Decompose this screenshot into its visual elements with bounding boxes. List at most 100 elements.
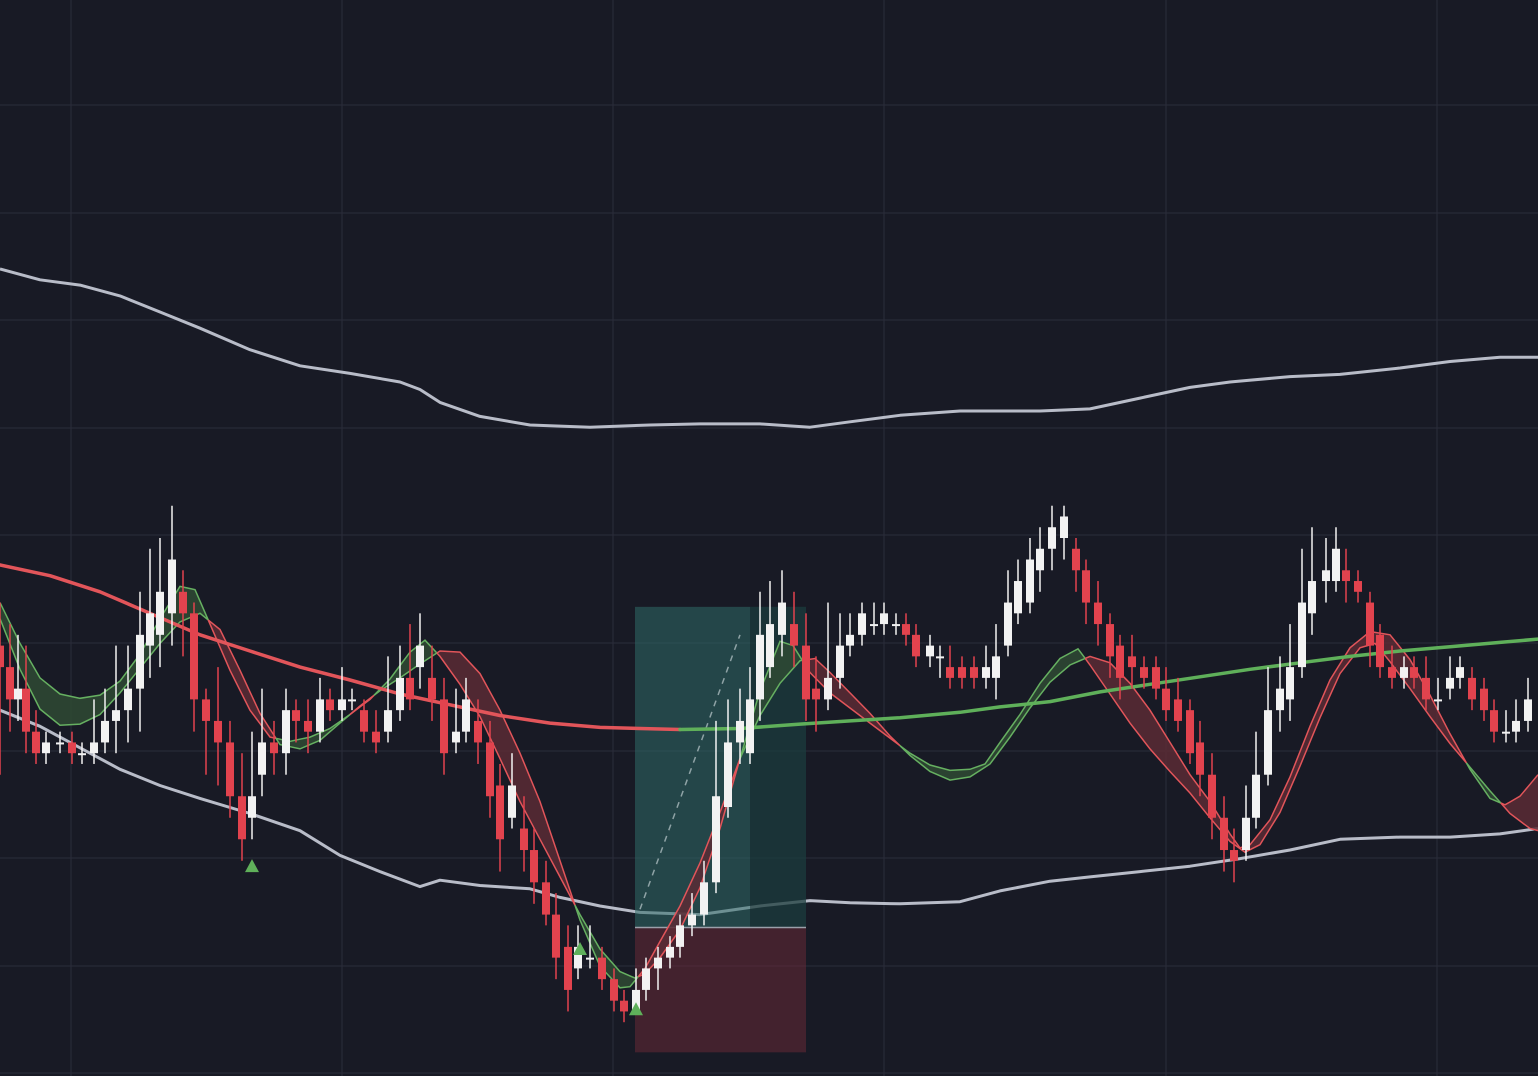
buy-signal-0	[245, 859, 259, 873]
candle-body	[766, 624, 774, 668]
candle-body	[1286, 667, 1294, 700]
candle-body	[124, 688, 132, 711]
candle-body	[1332, 548, 1340, 582]
candle-body	[724, 742, 732, 807]
candle-body	[1298, 602, 1306, 668]
candle-113	[1264, 667, 1272, 786]
candle-0	[0, 602, 4, 775]
candle-8	[78, 742, 86, 764]
candle-115	[1286, 624, 1294, 721]
candle-body	[452, 731, 460, 743]
candle-body	[982, 667, 990, 678]
candle-body	[736, 720, 744, 743]
candle-body	[1388, 667, 1396, 678]
ribbon-bull-segment-0	[0, 586, 209, 726]
candle-73	[812, 656, 820, 732]
candle-64	[712, 720, 720, 894]
ribbon-fast-edge-5	[436, 652, 576, 906]
candle-90	[1004, 570, 1012, 657]
candle-body	[812, 688, 820, 700]
candle-body	[880, 613, 888, 625]
candle-62	[688, 893, 696, 937]
candle-body	[78, 753, 86, 756]
candle-104	[1162, 667, 1170, 721]
candle-body	[870, 624, 878, 627]
candle-body	[1376, 634, 1384, 668]
candle-109	[1220, 796, 1228, 872]
candle-134	[1502, 710, 1510, 743]
ribbon-slow-edge-3	[349, 694, 375, 716]
ribbon-slow-edge-6	[574, 904, 639, 989]
candle-body	[338, 699, 346, 711]
candle-34	[372, 710, 380, 754]
candle-body	[1276, 688, 1284, 711]
candle-body	[1186, 710, 1194, 754]
candle-24	[258, 688, 266, 797]
ribbon-fast-edge-8	[739, 640, 803, 759]
candle-body	[1264, 710, 1272, 775]
candle-body	[238, 796, 246, 840]
candle-3	[22, 645, 30, 754]
candle-body	[552, 914, 560, 958]
candle-71	[790, 591, 798, 668]
candle-125	[1400, 656, 1408, 689]
candle-body	[396, 677, 404, 711]
candle-14	[146, 548, 154, 678]
candle-46	[508, 753, 516, 829]
candle-101	[1128, 634, 1136, 689]
candle-body	[1252, 774, 1260, 818]
candle-96	[1072, 538, 1080, 592]
candle-body	[1366, 602, 1374, 646]
candle-60	[666, 936, 674, 969]
ribbon-slow-edge-11	[1084, 630, 1468, 849]
candle-body	[1468, 677, 1476, 700]
candle-body	[790, 624, 798, 646]
candle-108	[1208, 753, 1216, 840]
candle-body	[202, 699, 210, 721]
candle-body	[666, 946, 674, 958]
candle-body	[384, 710, 392, 732]
candle-69	[766, 581, 774, 678]
candle-21	[226, 720, 234, 818]
candle-20	[214, 667, 222, 786]
candle-33	[360, 699, 368, 743]
candle-body	[598, 957, 606, 980]
candle-body	[486, 742, 494, 797]
candle-130	[1456, 656, 1464, 689]
candle-body	[56, 742, 64, 745]
candle-body	[1128, 656, 1136, 668]
candle-11	[112, 645, 120, 754]
candle-47	[520, 796, 528, 872]
candle-body	[892, 624, 900, 627]
candle-30	[326, 688, 334, 721]
candle-132	[1480, 677, 1488, 721]
candle-body	[428, 677, 436, 700]
candle-111	[1242, 785, 1250, 861]
candle-44	[486, 720, 494, 818]
candle-body	[1048, 527, 1056, 549]
candle-body	[1410, 667, 1418, 678]
candle-body	[542, 882, 550, 915]
candle-body	[1162, 688, 1170, 711]
candle-body	[1342, 570, 1350, 582]
candle-body	[168, 559, 176, 614]
candle-117	[1308, 527, 1316, 635]
candle-body	[179, 591, 187, 614]
candle-body	[632, 989, 640, 1012]
candle-89	[992, 624, 1000, 700]
candle-82	[912, 624, 920, 668]
candle-72	[802, 613, 810, 721]
ribbon-bear-segment-13	[1500, 774, 1538, 831]
candle-body	[824, 677, 832, 700]
candle-123	[1376, 624, 1384, 678]
candle-59	[654, 946, 662, 990]
candle-78	[870, 602, 878, 635]
candle-body	[746, 699, 754, 754]
candle-body	[1220, 817, 1228, 851]
candle-114	[1276, 656, 1284, 732]
ribbon-slow-edge-1	[207, 619, 277, 739]
candle-63	[700, 860, 708, 926]
candle-body	[926, 645, 934, 657]
candle-body	[496, 785, 504, 840]
